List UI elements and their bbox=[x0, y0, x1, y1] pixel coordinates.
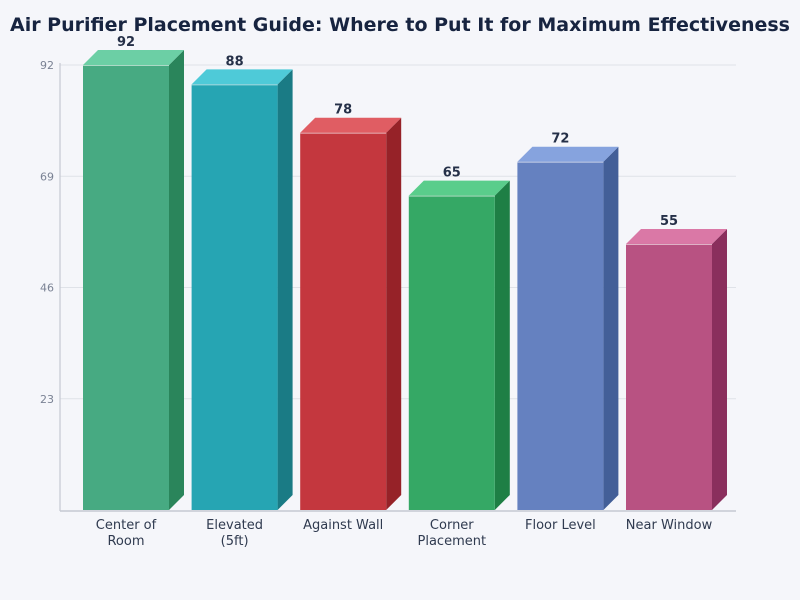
y-tick-label: 92 bbox=[40, 59, 54, 72]
value-label: 72 bbox=[551, 132, 569, 147]
bar-top bbox=[626, 228, 727, 244]
bar-side bbox=[603, 146, 619, 510]
bar-top bbox=[191, 69, 293, 85]
y-tick-label: 46 bbox=[40, 282, 54, 295]
bar-top bbox=[517, 146, 619, 162]
chart-title: Air Purifier Placement Guide: Where to P… bbox=[9, 14, 790, 36]
bar[interactable]: 72 bbox=[517, 132, 619, 510]
category-label: Corner Placement bbox=[418, 518, 487, 549]
bar-side bbox=[494, 180, 510, 510]
bar[interactable]: 78 bbox=[300, 103, 402, 510]
bar[interactable]: 88 bbox=[191, 54, 293, 510]
category-label: Against Wall bbox=[303, 518, 383, 533]
value-label: 78 bbox=[334, 103, 352, 118]
bar-front bbox=[626, 243, 712, 510]
bar-front bbox=[517, 161, 604, 510]
category-label: Center of Room bbox=[96, 518, 157, 549]
value-label: 92 bbox=[117, 35, 135, 50]
bar-front bbox=[191, 84, 278, 510]
category-label: Elevated (5ft) bbox=[206, 518, 263, 549]
bar[interactable]: 65 bbox=[408, 166, 510, 510]
bar[interactable]: 55 bbox=[626, 214, 727, 510]
bar-top bbox=[408, 180, 510, 196]
bar-side bbox=[277, 69, 293, 510]
bar-front bbox=[83, 65, 169, 510]
value-label: 65 bbox=[443, 166, 461, 181]
y-tick-label: 69 bbox=[40, 170, 54, 183]
bar-top bbox=[300, 117, 402, 133]
bar-side bbox=[712, 228, 727, 510]
bar-front bbox=[408, 195, 495, 510]
category-label: Near Window bbox=[626, 518, 713, 533]
y-tick-label: 23 bbox=[40, 393, 54, 406]
bar[interactable]: 92 bbox=[83, 35, 184, 510]
bar-side bbox=[386, 117, 402, 510]
bar-top bbox=[83, 50, 184, 65]
bar-side bbox=[169, 50, 184, 510]
category-label: Floor Level bbox=[525, 518, 596, 533]
value-label: 88 bbox=[226, 54, 244, 69]
bar-front bbox=[300, 132, 387, 510]
value-label: 55 bbox=[660, 214, 678, 229]
